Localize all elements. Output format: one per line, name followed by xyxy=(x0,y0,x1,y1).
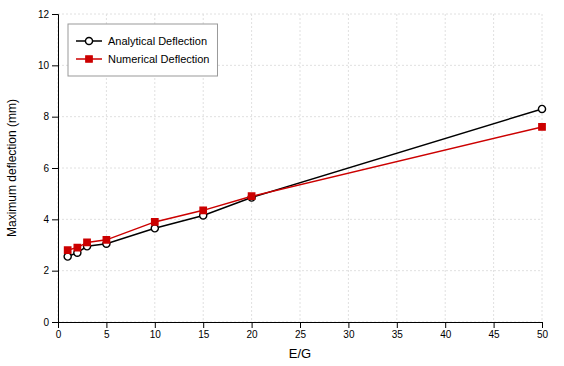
tick: 6 xyxy=(43,163,58,174)
y-axis-title: Maximum deflection (mm) xyxy=(5,99,19,237)
tick: 50 xyxy=(537,322,549,340)
point xyxy=(84,239,90,245)
point xyxy=(539,124,545,130)
legend-item: Numerical Deflection xyxy=(76,53,209,65)
tick-label: 12 xyxy=(38,9,50,20)
series xyxy=(65,124,546,254)
tick-label: 20 xyxy=(247,329,259,340)
tick-label: 50 xyxy=(537,329,549,340)
tick-mark xyxy=(542,322,543,328)
grid-line-y xyxy=(58,116,542,117)
tick-mark xyxy=(52,322,58,323)
tick: 30 xyxy=(343,322,355,340)
tick-mark xyxy=(445,322,446,328)
tick: 15 xyxy=(198,322,210,340)
point xyxy=(74,244,80,250)
tick: 10 xyxy=(150,322,162,340)
tick: 10 xyxy=(38,60,58,71)
tick-label: 10 xyxy=(150,329,162,340)
axis-line xyxy=(52,15,59,323)
tick: 4 xyxy=(43,214,58,225)
grid-line-y xyxy=(58,14,542,15)
tick: 40 xyxy=(440,322,452,340)
tick: 20 xyxy=(247,322,259,340)
grid xyxy=(58,14,542,322)
tick-mark xyxy=(106,322,107,328)
point xyxy=(151,225,158,232)
tick-mark xyxy=(52,65,58,66)
x-axis-title: E/G xyxy=(289,346,311,361)
legend: Analytical Deflection Numerical Deflectio… xyxy=(68,24,217,76)
line xyxy=(68,109,542,257)
tick: 12 xyxy=(38,9,58,20)
tick-mark xyxy=(52,271,58,272)
tick: 8 xyxy=(43,111,58,122)
line xyxy=(68,127,542,250)
tick-label: 4 xyxy=(43,214,49,225)
point xyxy=(200,207,206,213)
legend-label: Numerical Deflection xyxy=(108,53,209,65)
tick-label: 15 xyxy=(198,329,210,340)
tick-label: 45 xyxy=(489,329,501,340)
tick-label: 5 xyxy=(104,329,110,340)
tick-mark xyxy=(52,117,58,118)
tick-label: 0 xyxy=(43,317,49,328)
tick-label: 10 xyxy=(38,60,50,71)
point xyxy=(248,193,254,199)
tick-mark xyxy=(203,322,204,328)
tick-label: 25 xyxy=(295,329,307,340)
tick-label: 6 xyxy=(43,163,49,174)
tick-label: 30 xyxy=(343,329,355,340)
grid-line-y xyxy=(58,219,542,220)
grid-line-x xyxy=(396,14,397,322)
grid-line-x xyxy=(493,14,494,322)
tick: 25 xyxy=(295,322,307,340)
tick: 5 xyxy=(104,322,110,340)
plot: 0 5 10 15 20 25 30 35 40 45 50 0 2 4 6 8 10 12 Analytical … xyxy=(38,9,549,340)
point xyxy=(152,219,158,225)
tick: 2 xyxy=(43,265,58,276)
grid-line-x xyxy=(445,14,446,322)
tick-mark xyxy=(52,219,58,220)
tick-mark xyxy=(252,322,253,328)
tick-label: 35 xyxy=(392,329,404,340)
tick-mark xyxy=(52,168,58,169)
legend-box xyxy=(68,24,217,76)
tick-mark xyxy=(494,322,495,328)
legend-label: Analytical Deflection xyxy=(108,35,207,47)
point xyxy=(103,237,109,243)
tick-label: 0 xyxy=(56,329,62,340)
grid-line-y xyxy=(58,168,542,169)
tick: 45 xyxy=(489,322,501,340)
series xyxy=(64,105,545,260)
tick-mark xyxy=(155,322,156,328)
tick-label: 2 xyxy=(43,265,49,276)
legend-marker xyxy=(86,56,92,62)
point xyxy=(248,194,255,201)
point xyxy=(64,253,71,260)
point xyxy=(65,247,71,253)
y-axis: 0 2 4 6 8 10 12 xyxy=(38,9,59,328)
tick-mark xyxy=(397,322,398,328)
tick: 35 xyxy=(392,322,404,340)
legend-item: Analytical Deflection xyxy=(76,35,207,47)
chart: 0 5 10 15 20 25 30 35 40 45 50 0 2 4 6 8 10 12 Analytical … xyxy=(0,0,564,366)
axis-line xyxy=(59,323,543,329)
x-axis: 0 5 10 15 20 25 30 35 40 45 50 xyxy=(56,322,549,340)
tick-label: 8 xyxy=(43,111,49,122)
tick: 0 xyxy=(56,322,62,340)
tick-label: 40 xyxy=(440,329,452,340)
grid-line-y xyxy=(58,270,542,271)
tick-mark xyxy=(300,322,301,328)
legend-marker xyxy=(85,37,92,44)
tick-mark xyxy=(52,14,58,15)
point xyxy=(538,105,545,112)
tick: 0 xyxy=(43,317,58,328)
series-group xyxy=(64,105,545,260)
tick-mark xyxy=(348,322,349,328)
